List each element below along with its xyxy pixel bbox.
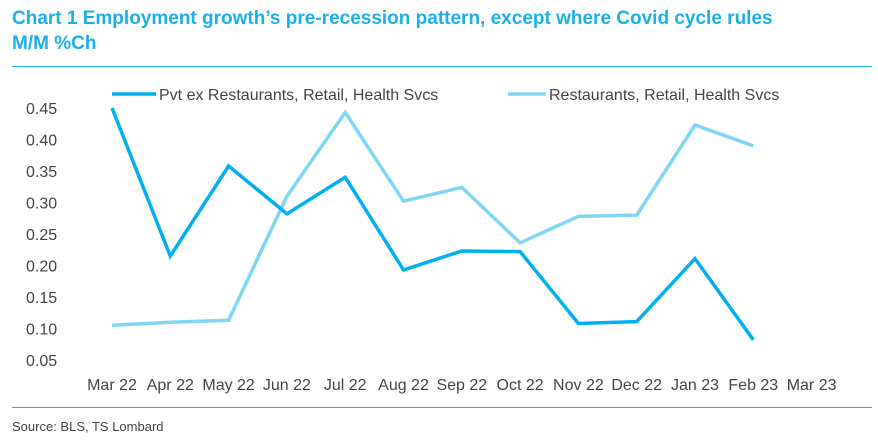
legend-label-2: Restaurants, Retail, Health Svcs [549, 87, 779, 104]
y-axis: 0.45 0.40 0.35 0.30 0.25 0.20 0.15 0.10 0.05 [26, 101, 57, 370]
x-tick-label: Oct 22 [497, 377, 544, 394]
y-tick-label: 0.45 [26, 101, 57, 118]
x-tick-label: Dec 22 [611, 377, 662, 394]
series-line-1 [110, 107, 755, 341]
y-tick-label: 0.15 [26, 290, 57, 307]
y-tick-label: 0.40 [26, 133, 57, 150]
title-divider [12, 66, 872, 67]
y-tick-label: 0.35 [26, 164, 57, 181]
y-tick-label: 0.25 [26, 227, 57, 244]
x-axis: Mar 22 Apr 22 May 22 Jun 22 Jul 22 Aug 22 Sep … [87, 377, 836, 394]
x-tick-label: Jun 22 [263, 377, 311, 394]
source-divider [12, 407, 872, 408]
legend-label-1: Pvt ex Restaurants, Retail, Health Svcs [159, 87, 438, 104]
x-tick-label: Jan 23 [671, 377, 719, 394]
chart-title-line-1: Chart 1 Employment growth’s pre-recessio… [12, 8, 773, 29]
chart-title: Chart 1 Employment growth’s pre-recessio… [12, 6, 872, 56]
x-tick-label: Apr 22 [147, 377, 194, 394]
y-tick-label: 0.30 [26, 196, 57, 213]
y-tick-label: 0.10 [26, 322, 57, 339]
line-chart: Pvt ex Restaurants, Retail, Health Svcs R… [26, 87, 837, 394]
series-lines [110, 107, 755, 341]
series-line-2 [111, 109, 754, 328]
source-note: Source: BLS, TS Lombard [12, 419, 164, 434]
chart-subtitle-units: M/M %Ch [12, 33, 97, 54]
legend: Pvt ex Restaurants, Retail, Health Svcs R… [112, 87, 779, 104]
x-tick-label: Aug 22 [378, 377, 429, 394]
y-tick-label: 0.05 [26, 353, 57, 370]
x-tick-label: Nov 22 [553, 377, 604, 394]
y-tick-label: 0.20 [26, 259, 57, 276]
x-tick-label: Jul 22 [324, 377, 367, 394]
x-tick-label: Mar 23 [787, 377, 837, 394]
x-tick-label: Feb 23 [728, 377, 778, 394]
x-tick-label: Mar 22 [87, 377, 137, 394]
x-tick-label: Sep 22 [436, 377, 487, 394]
x-tick-label: May 22 [202, 377, 255, 394]
